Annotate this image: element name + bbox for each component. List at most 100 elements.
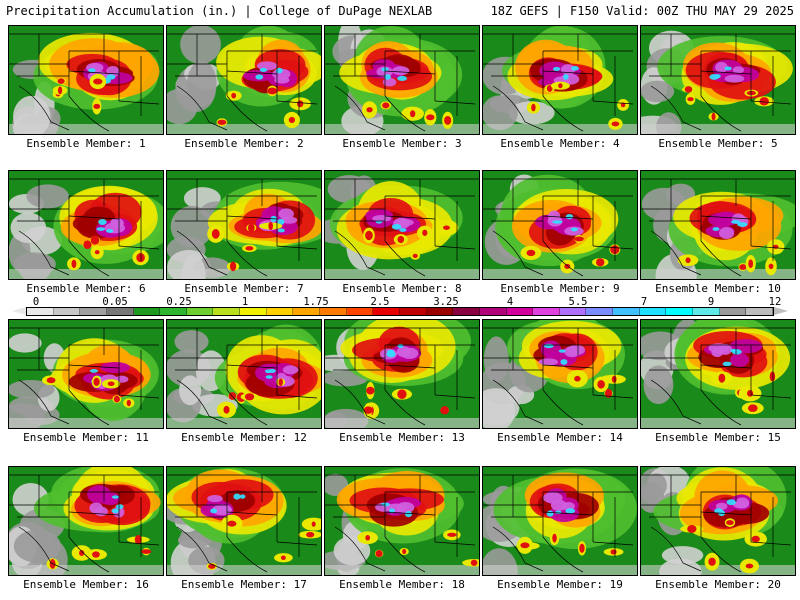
- precip-map-graphic: [483, 467, 637, 575]
- precip-map-graphic: [483, 320, 637, 428]
- ensemble-member-panel: Ensemble Member: 2: [166, 25, 322, 156]
- colorbar-segment: [613, 308, 640, 315]
- ensemble-member-label: Ensemble Member: 13: [339, 431, 465, 444]
- ensemble-member-label: Ensemble Member: 10: [655, 282, 781, 295]
- ensemble-member-panel: Ensemble Member: 20: [640, 466, 796, 597]
- colorbar-segment: [293, 308, 321, 315]
- precip-map: [640, 319, 796, 429]
- colorbar-segment: [746, 308, 773, 315]
- ensemble-member-label: Ensemble Member: 4: [500, 137, 620, 150]
- colorbar-segment: [346, 308, 374, 315]
- ensemble-member-panel: Ensemble Member: 3: [324, 25, 480, 156]
- colorbar-segment: [586, 308, 614, 315]
- colorbar-segment: [53, 308, 81, 315]
- ensemble-member-panel: Ensemble Member: 19: [482, 466, 638, 597]
- ensemble-member-panel: Ensemble Member: 1: [8, 25, 164, 156]
- colorbar-segment: [133, 308, 161, 315]
- precip-map-graphic: [641, 26, 795, 134]
- ensemble-member-label: Ensemble Member: 19: [497, 578, 623, 591]
- ensemble-member-panel: Ensemble Member: 8: [324, 170, 480, 301]
- precip-map: [482, 466, 638, 576]
- colorbar-segment: [213, 308, 241, 315]
- precip-map-graphic: [641, 171, 795, 279]
- ensemble-member-panel: Ensemble Member: 5: [640, 25, 796, 156]
- colorbar-segment: [266, 308, 294, 315]
- ensemble-member-label: Ensemble Member: 1: [26, 137, 146, 150]
- precip-map: [166, 319, 322, 429]
- product-title: Precipitation Accumulation (in.) | Colle…: [6, 4, 433, 18]
- precip-map: [640, 466, 796, 576]
- ensemble-member-label: Ensemble Member: 7: [184, 282, 304, 295]
- precip-map: [8, 170, 164, 280]
- precip-map: [166, 170, 322, 280]
- ensemble-member-panel: Ensemble Member: 16: [8, 466, 164, 597]
- precip-map: [8, 25, 164, 135]
- precip-map-graphic: [167, 171, 321, 279]
- ensemble-member-label: Ensemble Member: 11: [23, 431, 149, 444]
- ensemble-member-label: Ensemble Member: 6: [26, 282, 146, 295]
- colorbar-tick-label: 1: [241, 296, 249, 308]
- ensemble-member-panel: Ensemble Member: 11: [8, 319, 164, 450]
- ensemble-member-panel: Ensemble Member: 7: [166, 170, 322, 301]
- precip-map: [640, 25, 796, 135]
- colorbar-tick-label: 5.5: [568, 296, 588, 308]
- ensemble-member-label: Ensemble Member: 12: [181, 431, 307, 444]
- precip-map: [166, 466, 322, 576]
- ensemble-member-panel: Ensemble Member: 4: [482, 25, 638, 156]
- precip-map-graphic: [325, 171, 479, 279]
- precip-map: [482, 170, 638, 280]
- precip-map: [482, 319, 638, 429]
- precip-map: [166, 25, 322, 135]
- precip-map: [324, 466, 480, 576]
- precip-map-graphic: [483, 26, 637, 134]
- precip-map: [324, 319, 480, 429]
- colorbar-segment: [453, 308, 480, 315]
- ensemble-member-panel: Ensemble Member: 9: [482, 170, 638, 301]
- colorbar-segment: [240, 308, 267, 315]
- ensemble-member-panel: Ensemble Member: 12: [166, 319, 322, 450]
- colorbar-segment: [80, 308, 107, 315]
- colorbar-segment: [533, 308, 560, 315]
- ensemble-member-label: Ensemble Member: 3: [342, 137, 462, 150]
- ensemble-member-label: Ensemble Member: 16: [23, 578, 149, 591]
- colorbar-tick-label: 9: [707, 296, 715, 308]
- precip-map-graphic: [167, 26, 321, 134]
- colorbar-segment: [479, 308, 507, 315]
- precip-map-graphic: [483, 171, 637, 279]
- colorbar-tick-label: 1.75: [303, 296, 329, 308]
- ensemble-member-label: Ensemble Member: 8: [342, 282, 462, 295]
- colorbar-segment: [399, 308, 427, 315]
- precip-map-graphic: [325, 467, 479, 575]
- ensemble-member-panel: Ensemble Member: 18: [324, 466, 480, 597]
- colorbar-tick-label: 0.25: [166, 296, 192, 308]
- precip-map: [324, 170, 480, 280]
- ensemble-member-panel: Ensemble Member: 14: [482, 319, 638, 450]
- colorbar-segment: [160, 308, 187, 315]
- colorbar-tick-label: 2.5: [370, 296, 390, 308]
- colorbar-segment: [719, 308, 747, 315]
- ensemble-member-panel: Ensemble Member: 10: [640, 170, 796, 301]
- colorbar-segment: [27, 308, 54, 315]
- colorbar-tick-label: 0.05: [102, 296, 128, 308]
- precip-map-graphic: [167, 467, 321, 575]
- colorbar-segment: [106, 308, 134, 315]
- colorbar-tick-label: 3.25: [433, 296, 459, 308]
- precip-map-graphic: [325, 320, 479, 428]
- ensemble-member-label: Ensemble Member: 18: [339, 578, 465, 591]
- ensemble-member-label: Ensemble Member: 2: [184, 137, 304, 150]
- colorbar-bar: [26, 307, 774, 316]
- colorbar-segment: [320, 308, 347, 315]
- colorbar-segment: [666, 308, 694, 315]
- precip-map-graphic: [325, 26, 479, 134]
- precip-map: [482, 25, 638, 135]
- colorbar-under-arrow: [12, 307, 26, 315]
- model-run-title: 18Z GEFS | F150 Valid: 00Z THU MAY 29 20…: [490, 4, 794, 18]
- precip-map-graphic: [9, 26, 163, 134]
- colorbar-segment: [639, 308, 667, 315]
- precip-map-graphic: [641, 320, 795, 428]
- ensemble-member-panel: Ensemble Member: 6: [8, 170, 164, 301]
- colorbar-segment: [506, 308, 534, 315]
- precip-map-graphic: [9, 320, 163, 428]
- precip-map-graphic: [641, 467, 795, 575]
- colorbar-over-arrow: [774, 307, 788, 315]
